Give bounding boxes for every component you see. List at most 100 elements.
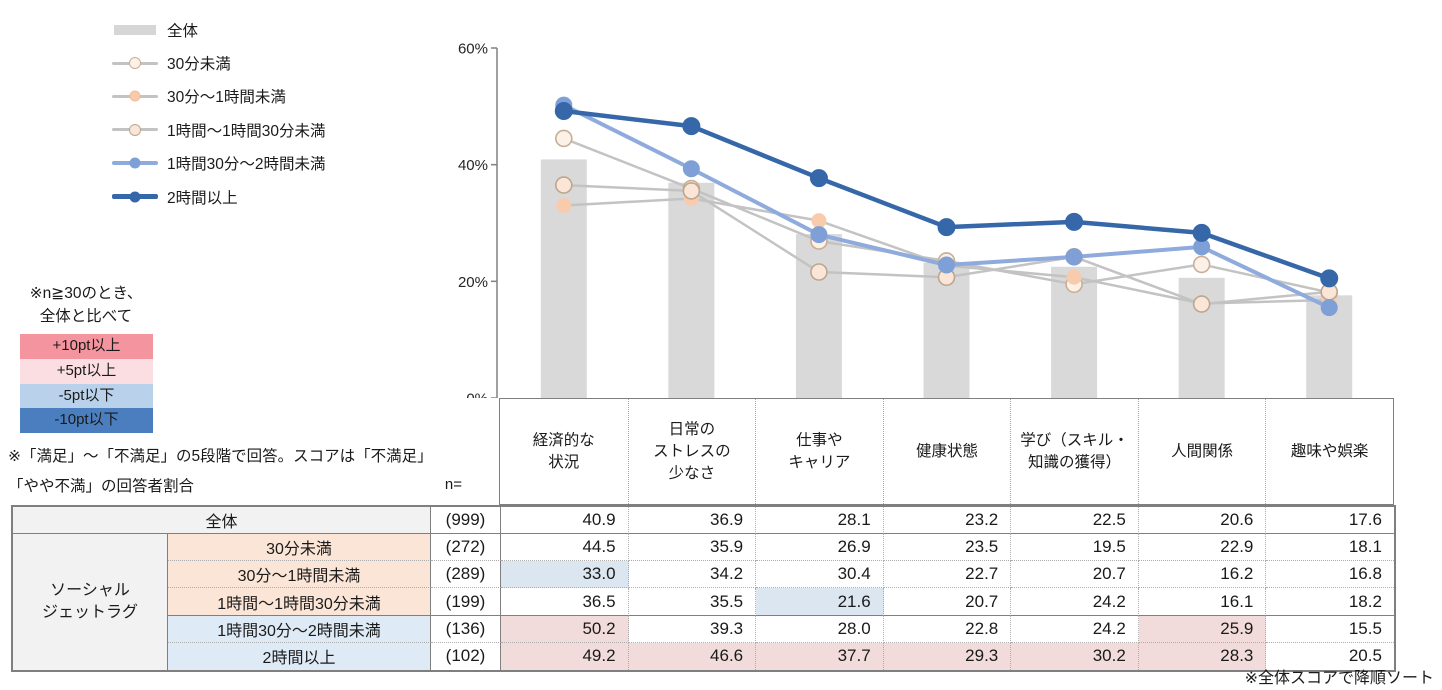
note-scale-row: +10pt以上 — [20, 334, 153, 359]
data-point-marker — [1066, 269, 1082, 285]
n-cell: (199) — [431, 588, 501, 616]
y-axis-tick-label: 60% — [458, 41, 488, 58]
row-group-label: ソーシャル ジェットラグ — [13, 534, 168, 670]
legend-item: 30分～1時間未満 — [112, 80, 325, 113]
legend-item-label: 1時間～1時間30分未満 — [167, 122, 326, 140]
category-header-cell: 仕事や キャリア — [755, 399, 883, 504]
value-cell: 22.7 — [883, 561, 1012, 589]
value-cell: 22.8 — [883, 615, 1012, 643]
data-point-marker — [1065, 212, 1084, 231]
data-point-marker — [556, 198, 572, 213]
score-definition-note: ※「満足」～「不満足」の5段階で回答。スコアは「不満足」「やや不満」の回答者割合 — [8, 448, 433, 495]
value-cell: 15.5 — [1266, 616, 1394, 643]
value-cell: 18.2 — [1266, 588, 1394, 616]
value-cell: 26.9 — [756, 534, 884, 562]
value-cell: 50.2 — [501, 615, 629, 643]
value-cell: 44.5 — [501, 534, 629, 562]
category-header-line: 日常の — [668, 420, 716, 438]
value-cell: 23.2 — [883, 507, 1012, 535]
category-header-line: 仕事や — [796, 431, 843, 449]
gray-bar-icon — [114, 24, 156, 35]
chart-legend: 全体 30分未満 30分～1時間未満 1時間～1時間30分未満 1時間30分～2時間未満… — [112, 13, 325, 213]
category-header-cell: 人間関係 — [1137, 399, 1266, 504]
sort-order-note: ※全体スコアで降順ソート — [1244, 670, 1434, 687]
n-column-header: n= — [444, 476, 462, 493]
line-swatch — [112, 191, 158, 203]
data-point-marker — [810, 226, 828, 244]
category-header-line: 知識の獲得） — [1028, 453, 1122, 471]
row-label-subgroup: 1時間30分～2時間未満 — [168, 615, 431, 643]
y-axis-tick-label: 20% — [458, 274, 488, 291]
value-cell: 22.9 — [1138, 534, 1267, 562]
value-cell: 28.3 — [1138, 642, 1267, 670]
value-cell: 24.2 — [1011, 615, 1139, 643]
category-header-cell: 健康状態 — [882, 399, 1011, 504]
legend-item: 2時間以上 — [112, 180, 325, 213]
data-point-marker — [554, 102, 573, 120]
category-header-cell: 趣味や娯楽 — [1265, 399, 1393, 504]
value-cell: 40.9 — [501, 507, 629, 535]
score-table: 全体 (999) 40.9 36.9 28.1 23.2 22.5 20.6 17.6 ソーシャル… — [11, 505, 1396, 672]
y-axis-tick-label: 0% — [466, 391, 488, 399]
row-label-subgroup: 30分～1時間未満 — [168, 561, 431, 589]
category-header-line: キャリア — [788, 453, 851, 471]
marker-icon — [129, 157, 141, 169]
legend-item: 30分未満 — [112, 46, 325, 79]
value-cell: 20.5 — [1348, 646, 1382, 666]
n-cell: (289) — [431, 561, 501, 589]
legend-item-label: 30分未満 — [167, 56, 231, 74]
category-header-cell: 経済的な 状況 — [500, 399, 628, 504]
value-cell: 34.2 — [628, 561, 757, 589]
note-color-scale: +10pt以上 +5pt以上 -5pt以下 -10pt以下 — [20, 334, 153, 433]
value-cell: 20.7 — [1011, 561, 1139, 589]
category-header-line: 少なさ — [668, 464, 716, 482]
value-cell: 46.6 — [628, 642, 757, 670]
value-cell: 16.8 — [1266, 561, 1394, 589]
marker-icon — [129, 123, 141, 136]
data-point-marker — [1192, 255, 1211, 274]
category-header-line: 人間関係 — [1171, 442, 1234, 460]
category-header-line: 趣味や娯楽 — [1290, 442, 1369, 460]
data-point-marker — [682, 117, 701, 136]
value-cell: 36.9 — [628, 507, 757, 535]
legend-item-label: 1時間30分～2時間未満 — [167, 156, 326, 174]
data-point-marker — [937, 256, 955, 274]
data-point-marker — [1065, 248, 1083, 266]
data-point-marker — [1320, 269, 1339, 288]
value-cell: 35.9 — [628, 534, 757, 562]
note-heading-line2: 全体と比べて — [39, 308, 133, 325]
value-cell: 39.3 — [628, 615, 757, 643]
total-bar — [668, 182, 715, 398]
value-cell: 20.7 — [883, 588, 1012, 616]
value-cell: 25.9 — [1138, 615, 1267, 643]
data-point-marker — [937, 218, 956, 237]
row-label-subgroup: 30分未満 — [168, 534, 431, 562]
category-header-cell: 学び（スキル・ 知識の獲得） — [1010, 399, 1138, 504]
total-bar — [540, 159, 587, 398]
value-cell: 28.0 — [756, 615, 884, 643]
category-header-row: 経済的な 状況 日常の ストレスの 少なさ 仕事や キャリア 健康状態 学び（スキル・ 知識の獲得… — [499, 398, 1394, 505]
value-cell: 16.2 — [1138, 561, 1267, 589]
legend-item: 1時間～1時間30分未満 — [112, 113, 325, 146]
legend-item-label: 30分～1時間未満 — [167, 89, 286, 107]
value-cell: 17.6 — [1266, 507, 1394, 535]
n-cell: (136) — [431, 615, 501, 643]
y-axis-tick-label: 40% — [458, 157, 488, 174]
value-cell: 37.7 — [756, 642, 884, 670]
legend-item: 1時間30分～2時間未満 — [112, 147, 325, 180]
value-cell: 29.3 — [883, 642, 1012, 670]
value-cell: 16.1 — [1138, 588, 1267, 616]
category-header-line: ストレスの — [653, 442, 731, 460]
category-header-cell: 日常のストレスの少なさ — [627, 399, 756, 504]
legend-item-label: 全体 — [167, 22, 199, 40]
value-cell: 49.2 — [501, 642, 629, 670]
n-cell: (272) — [431, 534, 501, 562]
marker-icon — [129, 90, 141, 102]
data-point-marker — [682, 160, 700, 178]
data-point-marker — [1192, 223, 1211, 242]
legend-item-label: 2時間以上 — [167, 189, 238, 207]
marker-icon — [129, 191, 141, 203]
note-scale-row: -5pt以下 — [20, 383, 153, 409]
value-cell: 30.4 — [756, 561, 884, 589]
row-label-subgroup: 1時間～1時間30分未満 — [168, 588, 431, 616]
